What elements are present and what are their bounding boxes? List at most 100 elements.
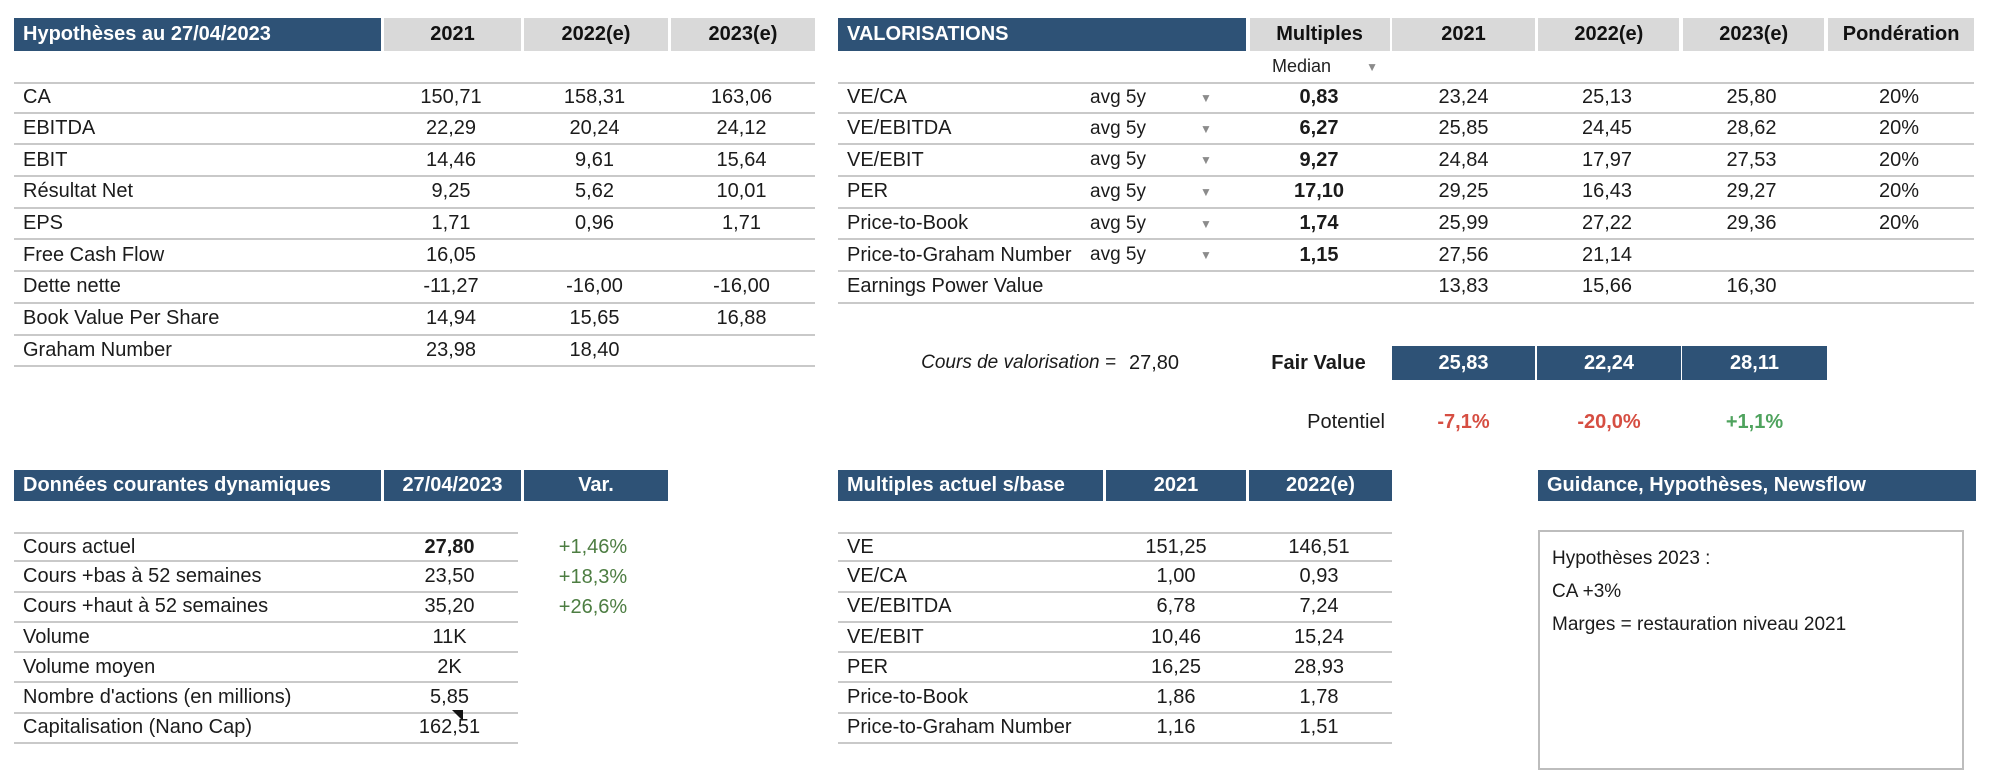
period-select[interactable]: avg 5y	[1090, 244, 1146, 266]
multiple-value	[1246, 272, 1392, 302]
table-row: EPS 1,71 0,96 1,71	[14, 209, 815, 241]
cell-value: 1,16	[1156, 716, 1196, 739]
table-row: VE 151,25 146,51	[838, 532, 1392, 563]
period-select[interactable]: avg 5y	[1090, 117, 1146, 139]
weight-value	[1824, 240, 1974, 270]
median-label: Median	[1272, 56, 1332, 76]
row-label: VE/CA	[847, 564, 908, 587]
period-select[interactable]: avg 5y	[1090, 149, 1146, 171]
cell-value: 22,29	[425, 117, 477, 140]
multiples-actuel-header: Multiples actuel s/base 2021 2022(e)	[838, 470, 1392, 501]
row-label: VE	[847, 535, 874, 558]
fair-value-2023e: 28,11	[1682, 346, 1827, 380]
cell-value: 7,24	[1299, 595, 1339, 618]
cell-value: 9,25	[431, 180, 471, 203]
table-row: Cours actuel 27,80 +1,46%	[14, 532, 668, 563]
chevron-down-icon[interactable]: ▼	[1200, 184, 1212, 199]
row-label: Price-to-Graham Number	[847, 243, 1072, 266]
period-select[interactable]: avg 5y	[1090, 86, 1146, 108]
chevron-down-icon[interactable]: ▼	[1200, 248, 1212, 263]
cell-value: 1,51	[1299, 716, 1339, 739]
hypotheses-header: Hypothèses au 27/04/2023 2021 2022(e) 20…	[14, 18, 815, 51]
chevron-down-icon: ▼	[1366, 59, 1378, 74]
fair-value-label: Fair Value	[1271, 351, 1366, 374]
row-label: Price-to-Book	[847, 686, 969, 709]
period-select[interactable]: avg 5y	[1090, 212, 1146, 234]
median-dropdown[interactable]: Median ▼	[1250, 51, 1390, 82]
table-row: VE/EBITDA avg 5y ▼ 6,27 25,85 24,45 28,6…	[838, 114, 1974, 146]
row-label: Cours +bas à 52 semaines	[23, 564, 262, 587]
col-header-2021: 2021	[384, 18, 521, 51]
cell-value: 14,94	[425, 307, 477, 330]
cell-value: 18,40	[569, 338, 620, 361]
chevron-down-icon[interactable]: ▼	[1200, 153, 1212, 168]
row-label: EPS	[23, 212, 64, 235]
row-label: PER	[847, 655, 889, 678]
var-value	[521, 714, 665, 744]
cell-value: 25,85	[1438, 117, 1489, 140]
table-row: Volume moyen 2K	[14, 653, 668, 684]
potentiel-2021: -7,1%	[1437, 410, 1490, 433]
row-label: Résultat Net	[23, 180, 134, 203]
table-row: VE/EBIT 10,46 15,24	[838, 623, 1392, 654]
table-row: Volume 11K	[14, 623, 668, 654]
cell-value: 29,27	[1726, 180, 1777, 203]
multiple-value: 1,74	[1299, 212, 1339, 235]
table-row: Cours +bas à 52 semaines 23,50 +18,3%	[14, 562, 668, 593]
chevron-down-icon[interactable]: ▼	[1200, 121, 1212, 136]
hypotheses-rows: CA 150,71 158,31 163,06 EBITDA 22,29 20,…	[14, 82, 815, 368]
cell-value: 16,88	[716, 307, 767, 330]
col-header-var: Var.	[524, 470, 668, 501]
multiple-value: 6,27	[1299, 117, 1339, 140]
cell-value: 146,51	[1288, 535, 1350, 558]
row-label: VE/EBIT	[847, 625, 924, 648]
multiple-value: 17,10	[1293, 180, 1345, 203]
cell-value: 25,13	[1581, 86, 1633, 109]
cell-value: 17,97	[1581, 148, 1633, 171]
col-header-2021: 2021	[1106, 470, 1246, 501]
cell-value: 5,62	[575, 180, 614, 203]
donnees-title: Données courantes dynamiques	[14, 470, 381, 501]
col-header-2021: 2021	[1391, 18, 1536, 51]
cell-value: 6,78	[1156, 595, 1196, 618]
cell-value: 11K	[432, 625, 467, 648]
row-label: VE/CA	[847, 86, 908, 109]
row-label: Nombre d'actions (en millions)	[23, 686, 292, 709]
multiples-actuel-table: Multiples actuel s/base 2021 2022(e) VE …	[838, 470, 1392, 745]
var-value: +1,46%	[558, 535, 628, 558]
row-label: Graham Number	[23, 338, 172, 361]
table-row: Earnings Power Value 13,83 15,66 16,30	[838, 272, 1974, 304]
cell-value	[668, 336, 815, 366]
table-row: EBITDA 22,29 20,24 24,12	[14, 114, 815, 146]
col-header-2022e: 2022(e)	[1249, 470, 1392, 501]
cell-value	[668, 240, 815, 270]
donnees-header: Données courantes dynamiques 27/04/2023 …	[14, 470, 668, 501]
period-select[interactable]: avg 5y	[1090, 180, 1146, 202]
col-header-date: 27/04/2023	[384, 470, 521, 501]
cell-value: 27,53	[1726, 148, 1777, 171]
cell-value	[1679, 240, 1824, 270]
table-row: CA 150,71 158,31 163,06	[14, 82, 815, 114]
table-row: VE/CA 1,00 0,93	[838, 562, 1392, 593]
cell-value: 21,14	[1581, 243, 1633, 266]
table-row: Résultat Net 9,25 5,62 10,01	[14, 177, 815, 209]
cell-value: 9,61	[575, 148, 614, 171]
col-header-2023e: 2023(e)	[1683, 18, 1825, 51]
row-label: PER	[847, 180, 889, 203]
cours-valorisation-value: 27,80	[1128, 351, 1180, 374]
guidance-note-box[interactable]: Hypothèses 2023 : CA +3% Marges = restau…	[1538, 530, 1964, 770]
cell-comment-marker[interactable]	[452, 710, 463, 721]
row-label: Volume	[23, 625, 90, 648]
cell-value: 158,31	[563, 86, 626, 109]
col-header-2022e: 2022(e)	[524, 18, 668, 51]
cell-value: 20,24	[569, 117, 620, 140]
var-value: +18,3%	[558, 565, 628, 588]
weight-value	[1824, 272, 1974, 302]
multiple-value: 1,15	[1299, 243, 1339, 266]
chevron-down-icon[interactable]: ▼	[1200, 90, 1212, 105]
chevron-down-icon[interactable]: ▼	[1200, 216, 1212, 231]
table-row: PER avg 5y ▼ 17,10 29,25 16,43 29,27 20%	[838, 177, 1974, 209]
table-row: Free Cash Flow 16,05	[14, 240, 815, 273]
table-row: Price-to-Book 1,86 1,78	[838, 683, 1392, 714]
row-label: Dette nette	[23, 275, 121, 298]
